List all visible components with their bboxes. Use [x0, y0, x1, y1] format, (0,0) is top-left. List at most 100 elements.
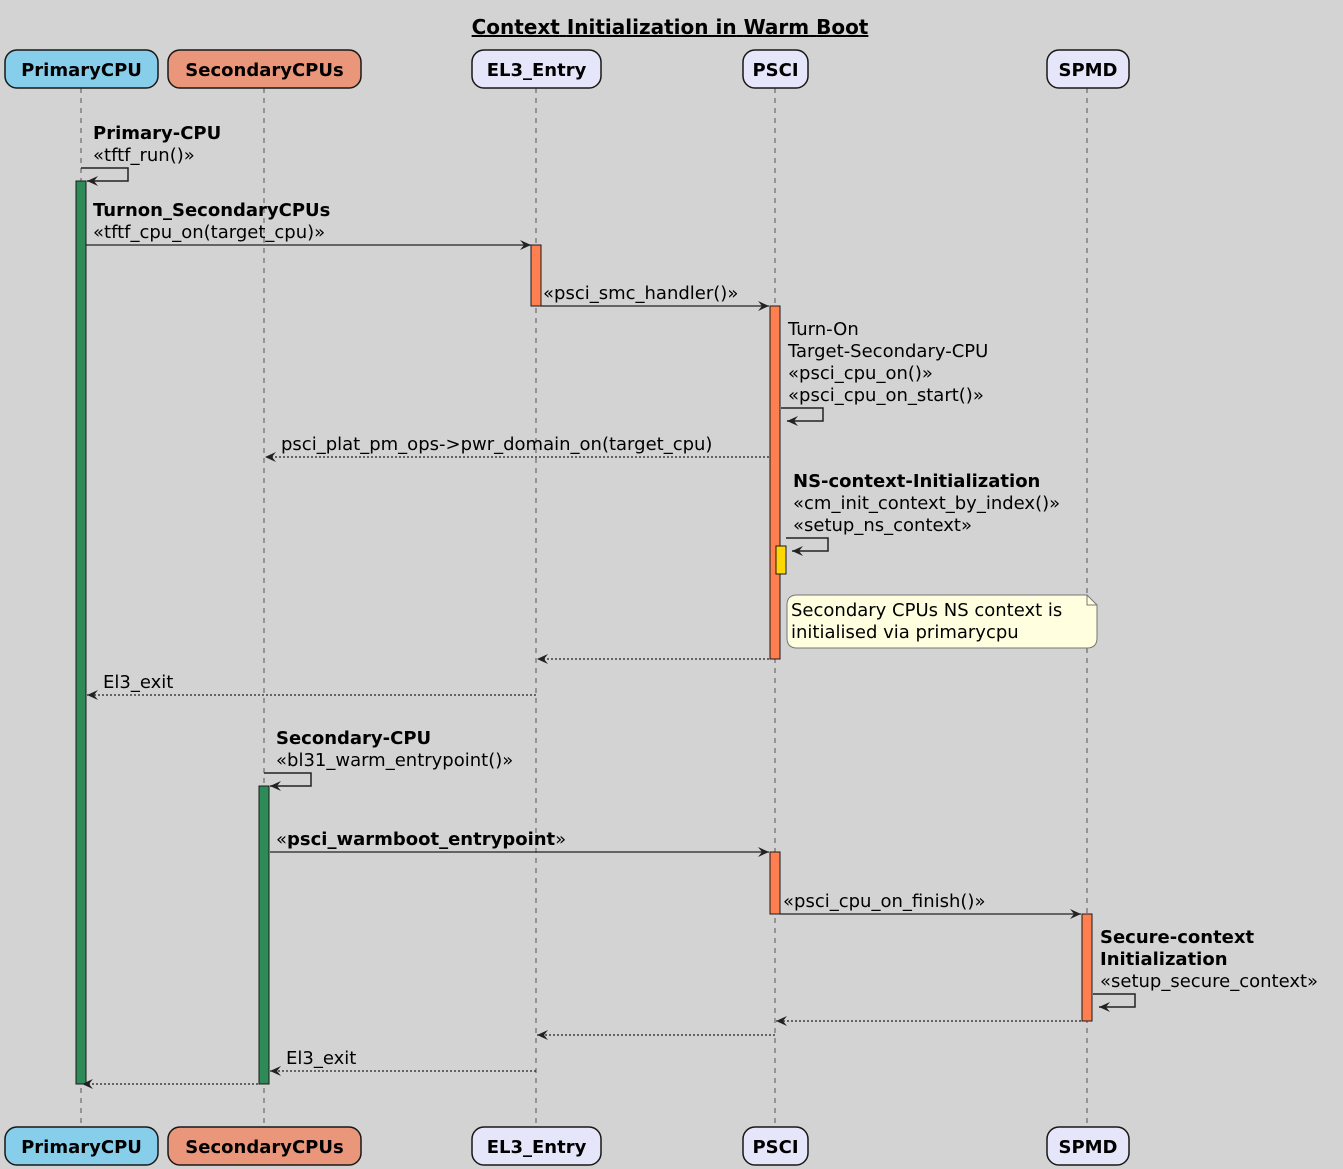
- activation-bar-secondarycpus: [258, 785, 270, 1085]
- message-label-part: «cm_init_context_by_index()»: [793, 493, 1060, 514]
- message-label-part: El3_exit: [103, 672, 173, 693]
- message-label: «psci_warmboot_entrypoint»: [276, 829, 566, 850]
- message-label-part: Initialization: [1100, 949, 1228, 970]
- message-label-part: Secure-context: [1100, 927, 1254, 948]
- message-label-part: «: [276, 829, 287, 850]
- message-primarycpu-to-el3_entry: Turnon_SecondaryCPUs«tftf_cpu_on(target_…: [86, 200, 531, 250]
- message-secondarycpus-to-secondarycpus: Secondary-CPU«bl31_warm_entrypoint()»: [264, 728, 513, 791]
- message-psci-to-psci: NS-context-Initialization«cm_init_contex…: [786, 471, 1060, 556]
- participant-label: EL3_Entry: [487, 60, 587, 81]
- message-secondarycpus-to-psci: «psci_warmboot_entrypoint»: [270, 829, 769, 857]
- diagram-title: Context Initialization in Warm Boot: [472, 15, 869, 39]
- message-label: Secondary-CPU: [276, 728, 431, 749]
- participant-label: EL3_Entry: [487, 1137, 587, 1158]
- participant-label: PrimaryCPU: [21, 1137, 142, 1158]
- self-message-arrow: [81, 167, 129, 186]
- participant-secondarycpus-bottom[interactable]: SecondaryCPUs: [167, 1126, 362, 1166]
- message-el3_entry-to-secondarycpus: El3_exit: [270, 1048, 536, 1076]
- activation-bar-psci: [775, 545, 787, 575]
- note-text: Secondary CPUs NS context is: [791, 600, 1062, 621]
- message-label: NS-context-Initialization: [793, 471, 1040, 492]
- message-label: «psci_smc_handler()»: [543, 283, 738, 304]
- title-word: Warm: [744, 15, 810, 39]
- message-psci-to-spmd: «psci_cpu_on_finish()»: [780, 891, 1081, 919]
- message-label-part: «bl31_warm_entrypoint()»: [276, 750, 513, 771]
- message-label-part: Secondary-CPU: [276, 728, 431, 749]
- message-el3_entry-to-psci: «psci_smc_handler()»: [541, 283, 769, 311]
- participant-label: SPMD: [1058, 60, 1117, 81]
- message-label-part: El3_exit: [286, 1048, 356, 1069]
- message-label-part: psci_plat_pm_ops->pwr_domain_on(target_c…: [281, 434, 712, 455]
- participant-label: PSCI: [752, 60, 798, 81]
- message-label-part: «psci_cpu_on_finish()»: [783, 891, 985, 912]
- participant-primarycpu-top[interactable]: PrimaryCPU: [4, 49, 159, 89]
- message-psci-to-secondarycpus: psci_plat_pm_ops->pwr_domain_on(target_c…: [265, 434, 769, 462]
- activation-bar-primarycpu: [75, 180, 87, 1085]
- message-label: «tftf_run()»: [93, 145, 195, 166]
- self-message-arrow: [781, 407, 824, 426]
- activation-bar-el3_entry: [530, 244, 542, 307]
- participant-spmd-bottom[interactable]: SPMD: [1046, 1126, 1130, 1166]
- message-label: «bl31_warm_entrypoint()»: [276, 750, 513, 771]
- message-label-part: «setup_secure_context»: [1100, 971, 1318, 992]
- self-message-arrow: [1093, 993, 1136, 1012]
- participant-psci-bottom[interactable]: PSCI: [742, 1126, 809, 1166]
- participant-label: PrimaryCPU: [21, 60, 142, 81]
- message-el3_entry-to-primarycpu: El3_exit: [87, 672, 536, 700]
- message-label: Turn-On: [787, 319, 859, 340]
- title-word: in: [716, 15, 737, 39]
- participant-label: PSCI: [752, 1137, 798, 1158]
- title-word: Boot: [816, 15, 869, 39]
- message-label: El3_exit: [286, 1048, 356, 1069]
- message-label-part: Turn-On: [787, 319, 859, 340]
- participant-spmd-top[interactable]: SPMD: [1046, 49, 1130, 89]
- message-label-part: «tftf_run()»: [93, 145, 195, 166]
- message-label-part: psci_warmboot_entrypoint: [287, 829, 556, 850]
- message-label-part: Primary-CPU: [93, 123, 221, 144]
- participant-label: SPMD: [1058, 1137, 1117, 1158]
- message-label-part: NS-context-Initialization: [793, 471, 1040, 492]
- message-label: «cm_init_context_by_index()»: [793, 493, 1060, 514]
- message-label-part: «psci_smc_handler()»: [543, 283, 738, 304]
- message-label-part: Turnon_SecondaryCPUs: [93, 200, 330, 221]
- activations: [75, 180, 1093, 1085]
- title-word: Initialization: [567, 15, 709, 39]
- messages: Primary-CPU«tftf_run()» Turnon_SecondaryC…: [81, 123, 1318, 1089]
- title-text: Context Initialization in Warm Boot: [472, 15, 869, 39]
- title-word: Context: [472, 15, 561, 39]
- message-label: El3_exit: [103, 672, 173, 693]
- message-label: «tftf_cpu_on(target_cpu)»: [93, 222, 325, 243]
- self-message-arrow: [786, 537, 829, 556]
- participant-psci-top[interactable]: PSCI: [742, 49, 809, 89]
- message-label-part: «psci_cpu_on_start()»: [788, 385, 984, 406]
- message-label: Secure-context: [1100, 927, 1254, 948]
- participant-secondarycpus-top[interactable]: SecondaryCPUs: [167, 49, 362, 89]
- note: Secondary CPUs NS context isinitialised …: [786, 594, 1098, 649]
- participant-label: SecondaryCPUs: [185, 60, 343, 81]
- message-primarycpu-to-primarycpu: Primary-CPU«tftf_run()»: [81, 123, 221, 186]
- message-label: «setup_secure_context»: [1100, 971, 1318, 992]
- message-label: psci_plat_pm_ops->pwr_domain_on(target_c…: [281, 434, 712, 455]
- participant-el3_entry-top[interactable]: EL3_Entry: [471, 49, 602, 89]
- activation-bar-spmd: [1081, 913, 1093, 1022]
- activation-bar-psci: [769, 305, 781, 660]
- message-label-part: «psci_cpu_on()»: [788, 363, 933, 384]
- message-spmd-to-spmd: Secure-contextInitialization«setup_secur…: [1093, 927, 1318, 1012]
- message-label-part: «tftf_cpu_on(target_cpu)»: [93, 222, 325, 243]
- message-label-part: »: [555, 829, 566, 850]
- note-text: initialised via primarycpu: [791, 622, 1019, 643]
- self-message-arrow: [264, 772, 312, 791]
- message-label: Target-Secondary-CPU: [787, 341, 988, 362]
- participants: PrimaryCPU PrimaryCPU SecondaryCPUs Seconda…: [4, 49, 1130, 1166]
- participant-label: SecondaryCPUs: [185, 1137, 343, 1158]
- participant-primarycpu-bottom[interactable]: PrimaryCPU: [4, 1126, 159, 1166]
- message-label: «psci_cpu_on_finish()»: [783, 891, 985, 912]
- message-label: «psci_cpu_on()»: [788, 363, 933, 384]
- message-label-part: Target-Secondary-CPU: [787, 341, 988, 362]
- message-psci-to-psci: Turn-OnTarget-Secondary-CPU«psci_cpu_on(…: [781, 319, 988, 426]
- participant-el3_entry-bottom[interactable]: EL3_Entry: [471, 1126, 602, 1166]
- message-label: «setup_ns_context»: [793, 515, 972, 536]
- message-label-part: «setup_ns_context»: [793, 515, 972, 536]
